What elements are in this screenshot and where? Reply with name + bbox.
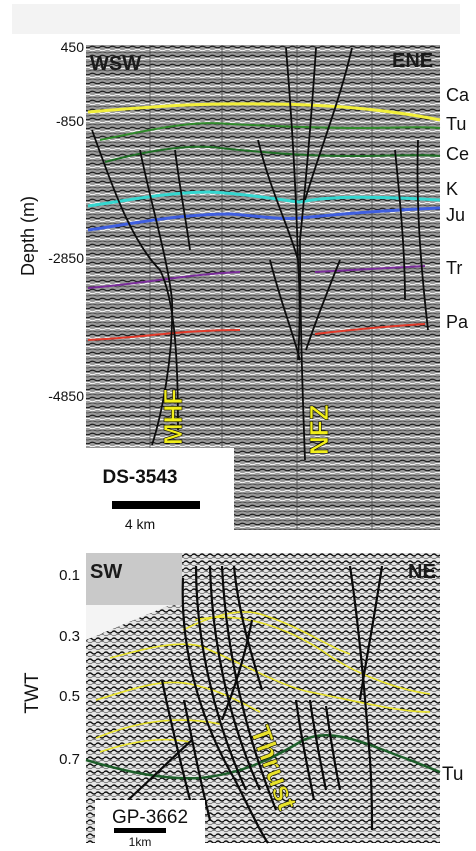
top-legend-background bbox=[84, 448, 234, 548]
fault-trace bbox=[182, 699, 212, 821]
fault-trace bbox=[127, 739, 193, 801]
bottom-right-direction-label: NE bbox=[408, 561, 436, 583]
horizon-label-k: K bbox=[446, 179, 458, 199]
top-horizon-labels: Ca Tu Ce K Ju Tr Pa bbox=[446, 85, 470, 332]
fault-label-mhf: MHF bbox=[158, 389, 188, 445]
horizon-line-ju bbox=[87, 206, 441, 232]
top-y-tick: -4850 bbox=[48, 388, 84, 404]
fault-trace bbox=[220, 619, 254, 721]
header-bar bbox=[12, 4, 460, 34]
horizon-line-pa bbox=[87, 323, 426, 341]
fault-trace bbox=[294, 699, 316, 801]
horizon-label-ca: Ca bbox=[446, 85, 470, 105]
yellow-horizon bbox=[194, 616, 431, 695]
thrust-fault-trace bbox=[194, 565, 248, 791]
fault-trace bbox=[348, 565, 374, 831]
fault-trace bbox=[416, 139, 429, 331]
bottom-horizon-label-tu: Tu bbox=[442, 764, 463, 785]
fault-trace bbox=[174, 149, 191, 251]
bottom-scale-label: 1km bbox=[129, 835, 152, 849]
green-horizon-tu bbox=[85, 734, 441, 780]
horizon-label-ce: Ce bbox=[446, 144, 469, 164]
yellow-horizon bbox=[109, 643, 431, 713]
bottom-y-tick: 0.3 bbox=[59, 628, 80, 645]
horizon-label-ju: Ju bbox=[446, 205, 465, 225]
fault-trace bbox=[304, 47, 353, 201]
bottom-y-axis: 0.1 0.3 0.5 0.7 TWT bbox=[22, 567, 80, 768]
bottom-faults bbox=[127, 565, 384, 844]
top-right-direction-label: ENE bbox=[392, 50, 433, 72]
fault-trace bbox=[358, 565, 384, 701]
fault-trace bbox=[160, 679, 192, 801]
fault-trace bbox=[394, 149, 406, 301]
fault-trace bbox=[269, 259, 301, 361]
fault-label-nfz: NFZ bbox=[304, 404, 334, 455]
thrust-fault-trace bbox=[220, 565, 278, 811]
horizon-line-ca bbox=[87, 102, 441, 122]
fault-trace bbox=[257, 139, 301, 361]
bottom-line-id: GP-3662 bbox=[112, 807, 188, 828]
bottom-y-axis-title: TWT bbox=[22, 672, 43, 714]
top-y-tick: 450 bbox=[61, 39, 85, 55]
horizon-line-ce bbox=[104, 145, 441, 163]
bottom-legend-box: GP-3662 1km bbox=[95, 800, 205, 851]
top-y-axis-title: Depth (m) bbox=[18, 196, 38, 276]
top-legend-box: DS-3543 4 km bbox=[84, 448, 234, 548]
top-scale-bar bbox=[112, 501, 200, 509]
top-left-direction-label: WSW bbox=[90, 53, 141, 75]
horizon-label-pa: Pa bbox=[446, 312, 469, 332]
top-y-tick: -850 bbox=[56, 113, 84, 129]
top-faults bbox=[91, 47, 429, 461]
horizon-label-tr: Tr bbox=[446, 258, 462, 278]
yellow-horizon bbox=[182, 611, 351, 655]
bottom-scale-bar bbox=[114, 828, 166, 833]
yellow-horizon bbox=[99, 738, 191, 753]
horizon-label-tu: Tu bbox=[446, 114, 466, 134]
fault-trace bbox=[324, 705, 342, 791]
fault-trace bbox=[308, 699, 328, 791]
bottom-y-tick: 0.5 bbox=[59, 688, 80, 705]
thrust-fault-trace bbox=[208, 565, 262, 791]
bottom-left-direction-label: SW bbox=[90, 561, 122, 583]
horizon-line-tu bbox=[99, 122, 441, 141]
fault-trace bbox=[305, 259, 341, 351]
fault-mhf-trace-a bbox=[91, 129, 179, 431]
top-y-axis: 450 -850 -2850 -4850 Depth (m) bbox=[18, 39, 84, 404]
bottom-legend-background bbox=[95, 800, 205, 851]
top-scale-label: 4 km bbox=[125, 516, 155, 532]
fault-nfz-trace bbox=[299, 47, 317, 461]
bottom-top-band bbox=[86, 553, 182, 605]
horizon-line-k bbox=[87, 190, 441, 208]
thrust-fault-trace bbox=[232, 565, 264, 691]
bottom-y-tick: 0.7 bbox=[59, 751, 80, 768]
top-line-id: DS-3543 bbox=[103, 467, 178, 488]
thrust-fault-trace bbox=[181, 577, 269, 844]
bottom-seismic-panel: SW NE Thrust bbox=[85, 553, 441, 844]
top-y-tick: -2850 bbox=[48, 250, 84, 266]
fault-trace bbox=[285, 47, 299, 261]
bottom-y-tick: 0.1 bbox=[59, 567, 80, 584]
fault-mhf-trace-b bbox=[139, 149, 174, 446]
